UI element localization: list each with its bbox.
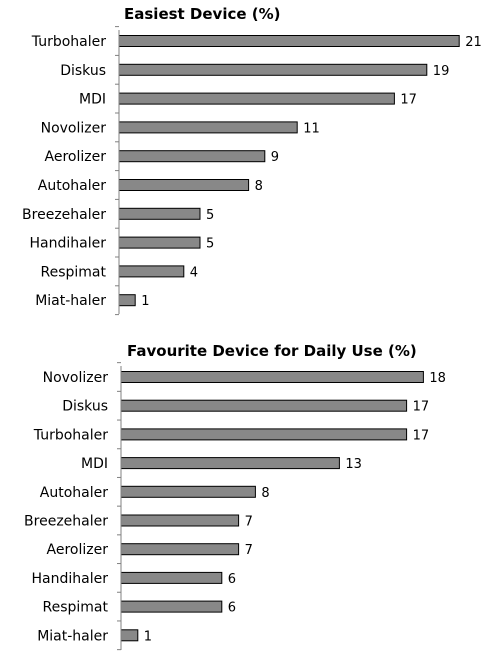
- category-label: Aerolizer: [45, 149, 107, 165]
- data-label: 11: [303, 121, 320, 136]
- category-label: MDI: [81, 456, 108, 472]
- data-label: 6: [228, 601, 236, 616]
- bar: [120, 629, 139, 642]
- category-label: Respimat: [43, 600, 109, 616]
- bar: [120, 514, 240, 527]
- category-label: Novolizer: [41, 120, 107, 136]
- bar: [120, 399, 408, 412]
- data-label: 21: [465, 35, 482, 50]
- bar: [120, 571, 223, 584]
- data-label: 17: [413, 400, 430, 415]
- category-label: Turbohaler: [31, 34, 106, 50]
- bar: [118, 179, 250, 191]
- category-label: Diskus: [60, 63, 106, 79]
- category-label: Novolizer: [43, 370, 109, 386]
- bar: [118, 121, 298, 134]
- bar: [120, 371, 424, 383]
- bar: [118, 63, 428, 76]
- data-label: 19: [433, 64, 450, 79]
- bar: [120, 457, 340, 470]
- category-label: Respimat: [41, 264, 107, 280]
- bar: [118, 92, 395, 105]
- category-label: Turbohaler: [33, 427, 108, 443]
- data-label: 18: [429, 371, 446, 386]
- category-label: Breezehaler: [24, 514, 108, 530]
- bar: [120, 543, 240, 556]
- data-label: 6: [228, 572, 236, 587]
- data-label: 5: [206, 208, 214, 223]
- data-label: 7: [245, 543, 253, 558]
- bar: [118, 207, 201, 220]
- chart-title: Favourite Device for Daily Use (%): [127, 342, 417, 360]
- data-label: 8: [261, 486, 269, 501]
- data-label: 5: [206, 237, 214, 252]
- bar: [118, 35, 460, 47]
- category-label: Autohaler: [40, 485, 108, 501]
- data-label: 9: [271, 150, 279, 165]
- category-label: Autohaler: [38, 178, 106, 194]
- category-label: Diskus: [62, 399, 108, 415]
- category-label: Handihaler: [30, 236, 107, 252]
- category-label: Miat-haler: [37, 628, 108, 644]
- data-label: 4: [190, 265, 198, 280]
- category-label: Aerolizer: [47, 542, 109, 558]
- chart-title: Easiest Device (%): [124, 5, 281, 23]
- data-label: 17: [413, 428, 430, 443]
- data-label: 1: [144, 629, 152, 644]
- favourite-device-chart: Favourite Device for Daily Use (%) Novol…: [24, 342, 446, 651]
- category-label: Handihaler: [32, 571, 109, 587]
- data-label: 8: [255, 179, 263, 194]
- bar: [120, 428, 408, 441]
- bar: [120, 485, 256, 498]
- bar: [120, 600, 223, 613]
- data-label: 7: [245, 515, 253, 530]
- bar: [118, 294, 136, 307]
- data-label: 1: [141, 294, 149, 309]
- bar: [118, 150, 266, 163]
- bar: [118, 236, 201, 249]
- category-label: Breezehaler: [22, 207, 106, 223]
- data-label: 17: [400, 93, 417, 108]
- category-label: Miat-haler: [35, 293, 106, 309]
- category-label: MDI: [79, 92, 106, 108]
- data-label: 13: [345, 457, 362, 472]
- bar: [118, 265, 185, 278]
